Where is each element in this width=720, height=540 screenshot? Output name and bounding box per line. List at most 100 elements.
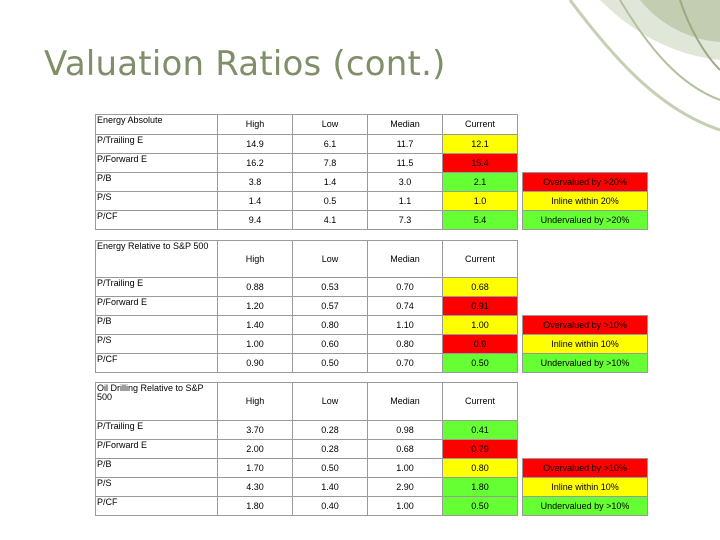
cell-median: 3.0 bbox=[367, 172, 443, 192]
row-label: P/S bbox=[95, 477, 218, 497]
cell-current: 0.80 bbox=[442, 458, 518, 478]
legend-item: Overvalued by >10% bbox=[522, 315, 648, 335]
cell-high: 1.80 bbox=[217, 496, 293, 516]
spacer bbox=[523, 421, 648, 440]
cell-low: 7.8 bbox=[292, 153, 368, 173]
legend-item: Overvalued by >20% bbox=[522, 172, 648, 192]
cell-current: 0.41 bbox=[442, 420, 518, 440]
cell-current: 5.4 bbox=[442, 210, 518, 230]
table-row: P/CF 9.4 4.1 7.3 5.4 Undervalued by >20% bbox=[95, 210, 648, 230]
valuation-table-energy-relative: Energy Relative to S&P 500 High Low Median C… bbox=[95, 240, 648, 373]
cell-low: 0.50 bbox=[292, 458, 368, 478]
cell-high: 4.30 bbox=[217, 477, 293, 497]
column-header: High bbox=[217, 382, 293, 421]
cell-current: 1.00 bbox=[442, 315, 518, 335]
cell-high: 16.2 bbox=[217, 153, 293, 173]
cell-median: 1.00 bbox=[367, 496, 443, 516]
cell-median: 0.68 bbox=[367, 439, 443, 459]
row-label: P/B bbox=[95, 172, 218, 192]
cell-low: 0.60 bbox=[292, 334, 368, 354]
table-heading: Oil Drilling Relative to S&P 500 bbox=[95, 382, 218, 421]
table-row: P/B 1.70 0.50 1.00 0.80 Overvalued by >10% bbox=[95, 458, 648, 478]
cell-high: 1.70 bbox=[217, 458, 293, 478]
cell-high: 9.4 bbox=[217, 210, 293, 230]
column-header: Low bbox=[292, 114, 368, 135]
table-heading: Energy Relative to S&P 500 bbox=[95, 240, 218, 278]
cell-median: 7.3 bbox=[367, 210, 443, 230]
column-header: Median bbox=[367, 114, 443, 135]
spacer bbox=[523, 241, 648, 278]
cell-current: 15.4 bbox=[442, 153, 518, 173]
table-row: P/CF 0.90 0.50 0.70 0.50 Undervalued by >10% bbox=[95, 353, 648, 373]
column-header: High bbox=[217, 240, 293, 278]
table-heading: Energy Absolute bbox=[95, 114, 218, 135]
cell-current: 0.68 bbox=[442, 277, 518, 297]
row-label: P/B bbox=[95, 458, 218, 478]
cell-current: 2.1 bbox=[442, 172, 518, 192]
legend-item: Inline within 10% bbox=[522, 334, 648, 354]
cell-current: 0.50 bbox=[442, 353, 518, 373]
cell-low: 4.1 bbox=[292, 210, 368, 230]
spacer bbox=[523, 383, 648, 421]
cell-low: 0.80 bbox=[292, 315, 368, 335]
legend-item: Undervalued by >10% bbox=[522, 496, 648, 516]
cell-high: 14.9 bbox=[217, 134, 293, 154]
legend-item: Overvalued by >10% bbox=[522, 458, 648, 478]
cell-high: 1.20 bbox=[217, 296, 293, 316]
row-label: P/B bbox=[95, 315, 218, 335]
table-row: P/Trailing E 0.88 0.53 0.70 0.68 bbox=[95, 277, 648, 297]
slide-title: Valuation Ratios (cont.) bbox=[44, 44, 446, 84]
column-header: Low bbox=[292, 240, 368, 278]
cell-low: 0.5 bbox=[292, 191, 368, 211]
cell-median: 0.98 bbox=[367, 420, 443, 440]
cell-median: 1.00 bbox=[367, 458, 443, 478]
spacer bbox=[523, 135, 648, 154]
cell-low: 0.50 bbox=[292, 353, 368, 373]
table-header-row: Oil Drilling Relative to S&P 500 High Low M… bbox=[95, 382, 648, 421]
cell-low: 0.57 bbox=[292, 296, 368, 316]
column-header: Median bbox=[367, 240, 443, 278]
table-row: P/Trailing E 3.70 0.28 0.98 0.41 bbox=[95, 420, 648, 440]
column-header: Current bbox=[442, 382, 518, 421]
legend-item: Inline within 10% bbox=[522, 477, 648, 497]
cell-high: 0.90 bbox=[217, 353, 293, 373]
cell-median: 11.5 bbox=[367, 153, 443, 173]
cell-high: 3.8 bbox=[217, 172, 293, 192]
table-row: P/Forward E 2.00 0.28 0.68 0.79 bbox=[95, 439, 648, 459]
table-row: P/B 3.8 1.4 3.0 2.1 Overvalued by >20% bbox=[95, 172, 648, 192]
spacer bbox=[523, 115, 648, 135]
table-row: P/B 1.40 0.80 1.10 1.00 Overvalued by >10% bbox=[95, 315, 648, 335]
cell-low: 1.4 bbox=[292, 172, 368, 192]
cell-low: 0.28 bbox=[292, 420, 368, 440]
cell-current: 12.1 bbox=[442, 134, 518, 154]
row-label: P/Forward E bbox=[95, 296, 218, 316]
cell-median: 11.7 bbox=[367, 134, 443, 154]
row-label: P/Forward E bbox=[95, 439, 218, 459]
table-header-row: Energy Relative to S&P 500 High Low Median C… bbox=[95, 240, 648, 278]
legend-item: Inline within 20% bbox=[522, 191, 648, 211]
table-row: P/S 4.30 1.40 2.90 1.80 Inline within 10% bbox=[95, 477, 648, 497]
cell-median: 0.74 bbox=[367, 296, 443, 316]
row-label: P/CF bbox=[95, 496, 218, 516]
cell-high: 3.70 bbox=[217, 420, 293, 440]
column-header: Current bbox=[442, 240, 518, 278]
cell-median: 0.70 bbox=[367, 277, 443, 297]
decorative-swirl bbox=[568, 0, 720, 132]
valuation-table-energy-absolute: Energy Absolute High Low Median Current P/Tra… bbox=[95, 114, 648, 230]
spacer bbox=[523, 297, 648, 316]
row-label: P/S bbox=[95, 334, 218, 354]
cell-median: 1.10 bbox=[367, 315, 443, 335]
cell-median: 0.80 bbox=[367, 334, 443, 354]
valuation-table-oil-drilling-relative: Oil Drilling Relative to S&P 500 High Low M… bbox=[95, 382, 648, 516]
cell-high: 0.88 bbox=[217, 277, 293, 297]
column-header: Current bbox=[442, 114, 518, 135]
cell-low: 0.28 bbox=[292, 439, 368, 459]
table-row: P/CF 1.80 0.40 1.00 0.50 Undervalued by >10% bbox=[95, 496, 648, 516]
table-row: P/Trailing E 14.9 6.1 11.7 12.1 bbox=[95, 134, 648, 154]
column-header: Median bbox=[367, 382, 443, 421]
table-row: P/S 1.00 0.60 0.80 0.9 Inline within 10% bbox=[95, 334, 648, 354]
row-label: P/Trailing E bbox=[95, 134, 218, 154]
cell-low: 6.1 bbox=[292, 134, 368, 154]
cell-current: 1.0 bbox=[442, 191, 518, 211]
cell-high: 1.40 bbox=[217, 315, 293, 335]
